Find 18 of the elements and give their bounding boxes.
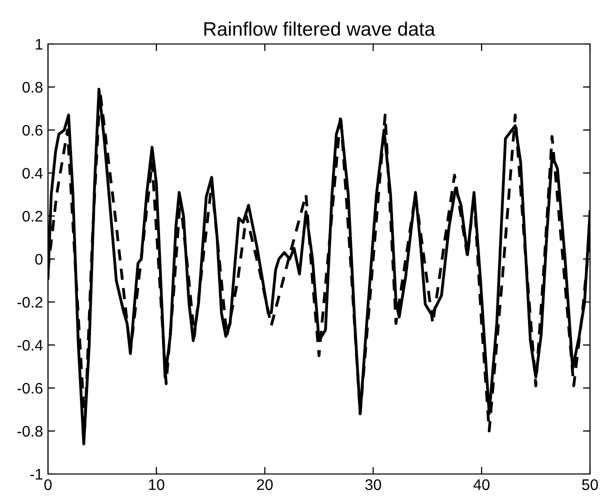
y-tick-label: -0.2 — [17, 296, 42, 308]
chart-title: Rainflow filtered wave data — [204, 22, 436, 36]
y-tick-label: 0 — [35, 254, 43, 265]
y-tick-label: -1 — [30, 469, 42, 480]
y-tick-label: 0.2 — [22, 210, 42, 222]
x-tick-label: 40 — [473, 479, 490, 490]
x-tick-label: 30 — [365, 479, 382, 490]
y-tick-label: 0.4 — [22, 168, 43, 179]
x-tick-label: 0 — [44, 479, 52, 490]
y-tick-label: -0.8 — [17, 426, 42, 437]
y-tick-label: 0.8 — [22, 82, 42, 93]
x-tick-label: 10 — [149, 479, 164, 490]
x-tick-label: 20 — [257, 479, 273, 490]
y-tick-label: 1 — [36, 39, 42, 50]
x-tick-label: 50 — [582, 479, 598, 490]
y-tick-label: 0.6 — [22, 124, 42, 136]
y-tick-label: -0.6 — [17, 382, 42, 394]
y-tick-label: -0.4 — [17, 340, 43, 351]
